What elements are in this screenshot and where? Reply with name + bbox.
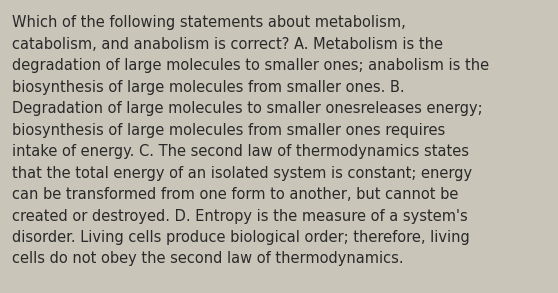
Text: biosynthesis of large molecules from smaller ones requires: biosynthesis of large molecules from sma…	[12, 122, 445, 137]
Text: Degradation of large molecules to smaller onesreleases energy;: Degradation of large molecules to smalle…	[12, 101, 483, 116]
Text: intake of energy. C. The second law of thermodynamics states: intake of energy. C. The second law of t…	[12, 144, 469, 159]
Text: catabolism, and anabolism is correct? A. Metabolism is the: catabolism, and anabolism is correct? A.…	[12, 37, 443, 52]
Text: Which of the following statements about metabolism,: Which of the following statements about …	[12, 15, 406, 30]
Text: that the total energy of an isolated system is constant; energy: that the total energy of an isolated sys…	[12, 166, 472, 180]
Text: can be transformed from one form to another, but cannot be: can be transformed from one form to anot…	[12, 187, 458, 202]
Text: biosynthesis of large molecules from smaller ones. B.: biosynthesis of large molecules from sma…	[12, 79, 405, 95]
Text: created or destroyed. D. Entropy is the measure of a system's: created or destroyed. D. Entropy is the …	[12, 209, 468, 224]
Text: cells do not obey the second law of thermodynamics.: cells do not obey the second law of ther…	[12, 251, 403, 267]
Text: disorder. Living cells produce biological order; therefore, living: disorder. Living cells produce biologica…	[12, 230, 470, 245]
Text: degradation of large molecules to smaller ones; anabolism is the: degradation of large molecules to smalle…	[12, 58, 489, 73]
